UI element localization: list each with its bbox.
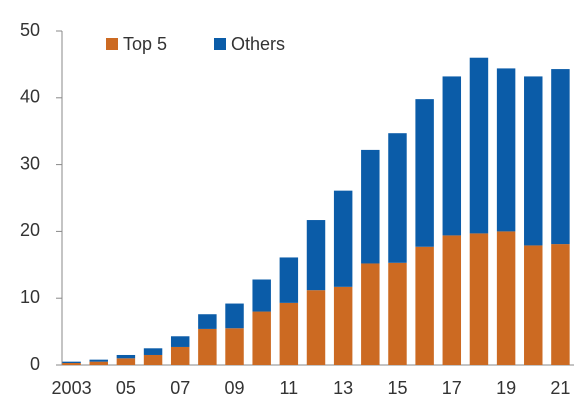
y-tick-label: 0 — [30, 354, 40, 374]
bar-segment — [551, 69, 570, 245]
bar-segment — [442, 76, 462, 236]
legend-label: Others — [231, 34, 285, 54]
bar-segment — [306, 220, 326, 291]
bar-segment — [551, 244, 570, 365]
bar-segment — [279, 302, 299, 365]
x-tick-label: 11 — [279, 378, 298, 398]
legend-swatch — [106, 38, 118, 50]
bar-segment — [198, 328, 217, 365]
bar-segment — [469, 57, 489, 234]
y-tick-label: 40 — [20, 87, 40, 107]
bar-segment — [198, 314, 217, 329]
bar-segment — [496, 68, 516, 232]
bar-segment — [62, 362, 81, 365]
bar-segment — [415, 99, 434, 247]
y-tick-label: 50 — [20, 20, 40, 40]
bar-segment — [442, 235, 462, 365]
x-tick-label: 13 — [333, 378, 353, 398]
x-tick-label: 19 — [496, 378, 516, 398]
bar-segment — [143, 348, 163, 355]
bar-segment — [62, 361, 81, 363]
bar-segment — [170, 336, 190, 347]
bar-segment — [524, 76, 543, 246]
bar-segment — [388, 262, 407, 365]
bar-segment — [496, 231, 516, 365]
bar-segment — [116, 354, 136, 359]
x-tick-label: 05 — [116, 378, 136, 398]
bar-segment — [279, 257, 299, 303]
y-tick-label: 20 — [20, 220, 40, 240]
legend-swatch — [214, 38, 226, 50]
x-tick-label: 21 — [550, 378, 570, 398]
bar-segment — [361, 149, 380, 264]
bar-segment — [415, 246, 434, 365]
bar-segment — [333, 190, 353, 287]
bar-segment — [225, 303, 244, 329]
x-tick-label: 07 — [170, 378, 190, 398]
bar-segment — [306, 290, 326, 365]
bar-segment — [89, 361, 108, 365]
bar-segment — [388, 133, 407, 263]
y-tick-label: 10 — [20, 287, 40, 307]
bar-segment — [116, 358, 136, 365]
bar-segment — [143, 354, 163, 365]
bar-segment — [469, 233, 489, 365]
bar-segment — [225, 328, 244, 365]
bar-segment — [170, 346, 190, 365]
bar-segment — [252, 279, 271, 312]
x-tick-label: 15 — [387, 378, 407, 398]
x-tick-label: 09 — [225, 378, 245, 398]
bar-segment — [361, 263, 380, 365]
bar-segment — [89, 359, 108, 362]
x-tick-label: 2003 — [52, 378, 92, 398]
bar-segment — [524, 245, 543, 365]
y-tick-label: 30 — [20, 153, 40, 173]
x-tick-label: 17 — [442, 378, 462, 398]
bar-segment — [252, 311, 271, 365]
bar-segment — [333, 286, 353, 365]
legend-label: Top 5 — [123, 34, 167, 54]
